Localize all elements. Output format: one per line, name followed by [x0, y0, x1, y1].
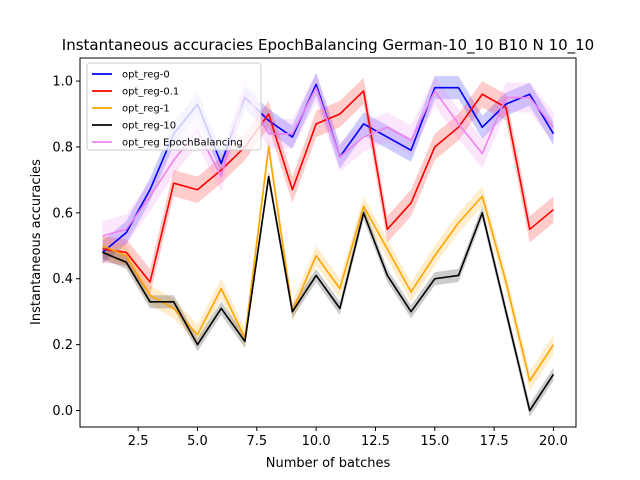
y-axis: 0.0 0.2 0.4 0.6 0.8 1.0: [52, 75, 80, 419]
x-tick-label: 20.0: [539, 434, 568, 449]
legend-label-2: opt_reg-1: [122, 104, 170, 115]
x-tick-label: 10.0: [302, 434, 331, 449]
band-series-4: [102, 72, 554, 251]
x-tick-label: 5.0: [187, 434, 208, 449]
confidence-bands: [102, 72, 554, 418]
x-tick-label: 17.5: [480, 434, 509, 449]
line-series-2: [102, 146, 555, 382]
y-tick-label: 0.2: [52, 338, 73, 353]
x-tick-label: 15.0: [420, 434, 449, 449]
band-series-3: [102, 170, 554, 418]
y-tick-label: 0.6: [52, 206, 73, 221]
x-axis-title: Number of batches: [266, 456, 391, 471]
x-tick-label: 7.5: [246, 434, 267, 449]
legend-label-0: opt_reg-0: [122, 70, 170, 81]
legend: opt_reg-0 opt_reg-0.1 opt_reg-1 opt_reg-10o…: [86, 62, 262, 151]
y-tick-label: 0.8: [52, 140, 73, 155]
chart-title: Instantaneous accuracies EpochBalancing …: [62, 36, 594, 55]
y-axis-title: Instantaneous accuracies: [29, 159, 44, 325]
legend-frame: [86, 62, 262, 151]
band-series-2: [102, 137, 554, 391]
band-series-1: [102, 77, 554, 296]
y-tick-label: 1.0: [52, 75, 73, 90]
x-tick-label: 12.5: [361, 434, 390, 449]
legend-label-4: opt_reg EpochBalancing: [122, 138, 243, 149]
x-tick-label: 2.5: [128, 434, 149, 449]
y-tick-label: 0.0: [52, 404, 73, 419]
y-tick-label: 0.4: [52, 272, 73, 287]
legend-label-1: opt_reg-0.1: [122, 87, 179, 98]
legend-label-3: opt_reg-10: [122, 121, 176, 132]
line-series-1: [102, 90, 554, 283]
x-axis: 2.5 5.0 7.5 10.0 12.5 15.0 17.5 20.0: [128, 427, 568, 449]
line-series-4: [102, 86, 555, 237]
plot-frame: [79, 57, 577, 428]
band-series-0: [102, 72, 554, 264]
line-series-3: [102, 175, 555, 412]
